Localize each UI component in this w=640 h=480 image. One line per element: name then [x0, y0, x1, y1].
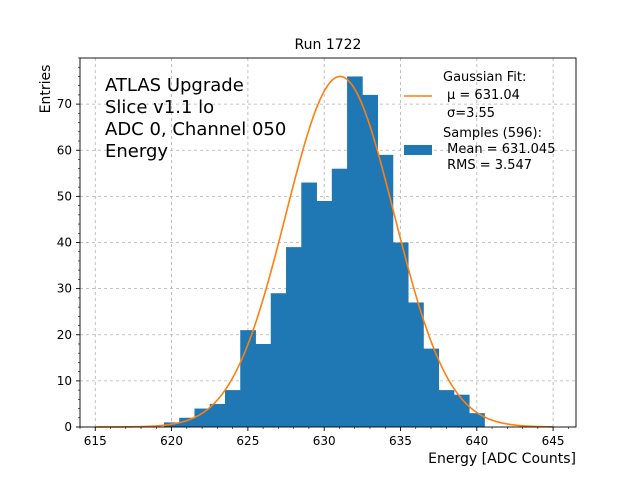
y-tick-label: 20 [57, 328, 72, 342]
gaussian-fit-curve [95, 75, 554, 428]
histogram-bar [255, 343, 272, 427]
y-axis-ticks: 0 10 20 30 40 50 60 70 [57, 57, 80, 434]
y-tick-label: 0 [64, 420, 72, 434]
legend-samples-swatch [404, 145, 432, 155]
histogram-bar [301, 182, 317, 427]
legend: Gaussian Fit: μ = 631.04 σ=3.55 Samples … [404, 70, 555, 173]
histogram-bar [408, 302, 424, 427]
legend-samples-mean: Mean = 631.045 [443, 142, 555, 157]
x-tick-label: 625 [236, 434, 259, 448]
legend-fit-mu: μ = 631.04 [447, 88, 520, 103]
x-tick-label: 615 [84, 434, 107, 448]
annotation-block: ATLAS Upgrade Slice v1.1 lo ADC 0, Chann… [105, 75, 286, 162]
histogram-bar [347, 76, 363, 427]
y-tick-label: 10 [57, 374, 72, 388]
annotation-line: Energy [105, 141, 168, 162]
y-tick-label: 60 [57, 143, 72, 157]
histogram-bar [331, 168, 348, 427]
legend-samples-rms: RMS = 3.547 [443, 158, 532, 173]
histogram-bar [469, 413, 485, 427]
histogram-bar [209, 403, 226, 427]
histogram-bar [423, 348, 440, 427]
y-tick-label: 30 [57, 282, 72, 296]
histogram-bar [224, 390, 241, 427]
histogram-bar [179, 417, 195, 427]
histogram-bar [270, 293, 287, 427]
y-tick-label: 40 [57, 236, 72, 250]
chart-title: Run 1722 [295, 37, 362, 53]
histogram-bar [194, 408, 211, 427]
legend-fit-sigma: σ=3.55 [447, 106, 495, 121]
legend-fit-heading: Gaussian Fit: [443, 70, 526, 85]
x-tick-label: 630 [313, 434, 336, 448]
histogram-bar [377, 154, 394, 428]
x-tick-label: 635 [389, 434, 412, 448]
histogram-bar [362, 94, 378, 428]
histogram-bar [392, 242, 409, 427]
annotation-line: ATLAS Upgrade [105, 75, 244, 96]
x-tick-label: 645 [542, 434, 565, 448]
y-tick-label: 70 [57, 97, 72, 111]
legend-samples-heading: Samples (596): [443, 126, 542, 141]
y-tick-label: 50 [57, 189, 72, 203]
x-tick-label: 640 [465, 434, 488, 448]
x-axis-label: Energy [ADC Counts] [428, 451, 576, 467]
annotation-line: Slice v1.1 lo [105, 97, 214, 118]
y-axis-label: Entries [38, 65, 54, 114]
histogram-bar [438, 390, 455, 427]
x-axis-ticks: 615 620 625 630 635 640 645 [79, 427, 569, 448]
histogram-bar [316, 200, 333, 427]
x-tick-label: 620 [160, 434, 183, 448]
annotation-line: ADC 0, Channel 050 [105, 119, 286, 140]
histogram-bar [286, 247, 302, 427]
histogram-bars [163, 76, 485, 428]
